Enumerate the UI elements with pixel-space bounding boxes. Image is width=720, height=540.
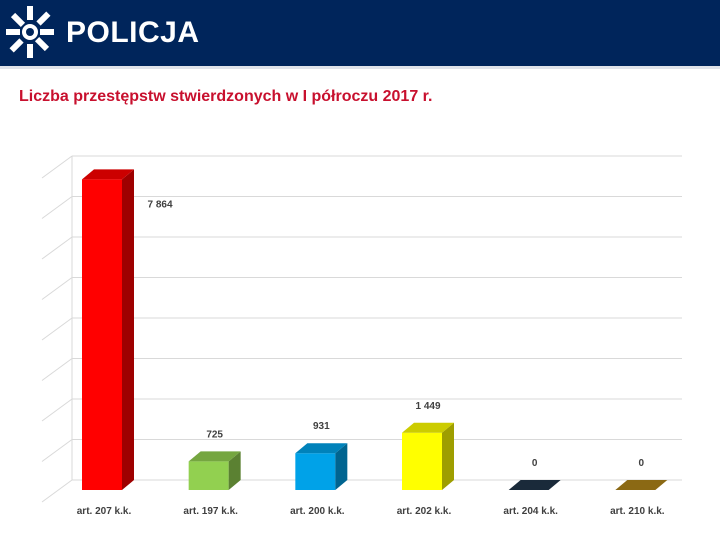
chart-labels: 7 864 art. 207 k.k. 725 art. 197 k.k. 931 art…: [77, 199, 665, 517]
bar-front: [188, 461, 229, 490]
data-label: 0: [532, 458, 538, 469]
bar-chart: 7 864 art. 207 k.k. 725 art. 197 k.k. 931 art…: [41, 155, 682, 517]
bar-front: [295, 453, 336, 490]
bar-top: [402, 422, 454, 433]
grid-line-side: [41, 277, 73, 300]
category-label: art. 202 k.k.: [397, 506, 452, 517]
header-bar: POLICJA: [0, 0, 720, 66]
bar-top: [295, 443, 348, 454]
chart-bars: [82, 169, 668, 490]
bar-side: [335, 443, 348, 490]
category-label: art. 210 k.k.: [610, 506, 665, 517]
grid-line-side: [41, 439, 73, 462]
bar-side: [442, 422, 454, 490]
police-star-icon: [4, 4, 56, 60]
header-divider: [0, 66, 720, 69]
grid-line-side: [41, 358, 73, 381]
bar-top: [82, 169, 134, 180]
grid-line-side: [41, 317, 73, 341]
grid-line-side: [41, 236, 73, 260]
grid-line-side: [41, 479, 73, 503]
bar-flat: [615, 480, 668, 490]
bar: [615, 480, 668, 490]
bar: [82, 169, 134, 490]
category-label: art. 197 k.k.: [183, 506, 238, 517]
bar: [295, 443, 348, 490]
grid-line-side: [41, 196, 73, 219]
data-label: 0: [639, 458, 645, 469]
bar: [508, 480, 561, 490]
bar: [402, 422, 454, 490]
category-label: art. 204 k.k.: [503, 506, 558, 517]
data-label: 725: [206, 429, 223, 440]
bar-front: [82, 179, 122, 490]
category-label: art. 207 k.k.: [77, 506, 132, 517]
brand-name: POLICJA: [66, 16, 200, 49]
data-label: 1 449: [415, 401, 440, 412]
chart-grid: [41, 155, 682, 503]
grid-line-side: [41, 398, 73, 422]
bar-flat: [508, 480, 561, 490]
bar-front: [402, 432, 442, 490]
bar: [188, 451, 241, 490]
data-label: 7 864: [147, 199, 172, 210]
bar-side: [122, 169, 134, 490]
data-label: 931: [313, 421, 330, 432]
bar-side: [228, 451, 241, 490]
grid-line-side: [41, 155, 73, 179]
bar-top: [188, 451, 241, 462]
category-label: art. 200 k.k.: [290, 506, 345, 517]
page-title: Liczba przestępstw stwierdzonych w I pół…: [19, 88, 433, 105]
